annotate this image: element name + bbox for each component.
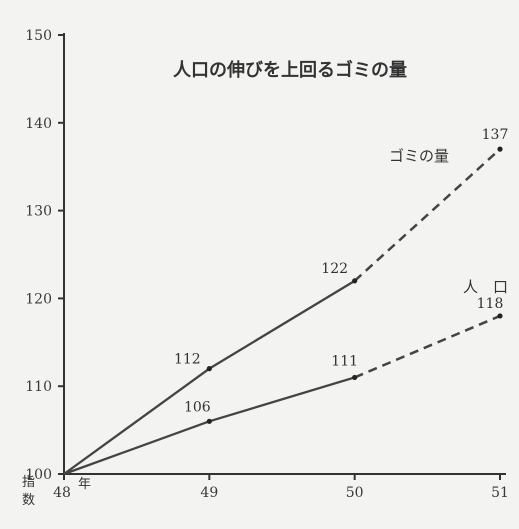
x-tick-label: 51 — [491, 485, 509, 501]
y-tick-label: 110 — [25, 379, 52, 395]
data-label: 137 — [482, 127, 509, 143]
data-label: 106 — [184, 399, 211, 415]
series-name-population: 人 口 — [463, 278, 508, 296]
y-tick-label: 140 — [25, 116, 52, 132]
data-point — [206, 418, 212, 424]
data-point — [497, 146, 503, 152]
series-line-dashed-population — [354, 314, 501, 379]
series-name-garbage: ゴミの量 — [389, 147, 449, 165]
data-label: 118 — [477, 296, 504, 312]
y-origin-note-2: 数 — [22, 493, 35, 508]
y-origin-note-1: 指 — [22, 475, 35, 490]
series-line-solid-garbage — [63, 279, 356, 475]
y-tick-label: 100 — [25, 467, 52, 483]
x-tick-label: 49 — [200, 485, 218, 501]
series-line-dashed-garbage — [353, 148, 501, 282]
data-label: 112 — [174, 352, 201, 368]
data-label: 111 — [331, 353, 358, 369]
series-line-solid-population — [63, 376, 355, 476]
data-point — [352, 278, 358, 284]
chart-title: 人口の伸びを上回るゴミの量 — [173, 59, 407, 81]
x-tick-label: 50 — [346, 485, 364, 501]
data-point — [206, 366, 212, 372]
y-tick-label: 130 — [25, 204, 52, 220]
labels-layer: 100 110 120 130 140 150 48 49 50 51 112 122 137 106 11… — [25, 28, 509, 501]
series-layer — [63, 146, 503, 476]
axes — [58, 33, 506, 480]
y-tick-label: 150 — [25, 28, 52, 44]
x-origin-unit: 年 — [78, 477, 91, 492]
data-label: 122 — [321, 261, 348, 277]
x-tick-label: 48 — [53, 485, 71, 501]
data-point — [497, 313, 503, 319]
data-point — [352, 374, 358, 381]
y-tick-label: 120 — [25, 291, 52, 307]
